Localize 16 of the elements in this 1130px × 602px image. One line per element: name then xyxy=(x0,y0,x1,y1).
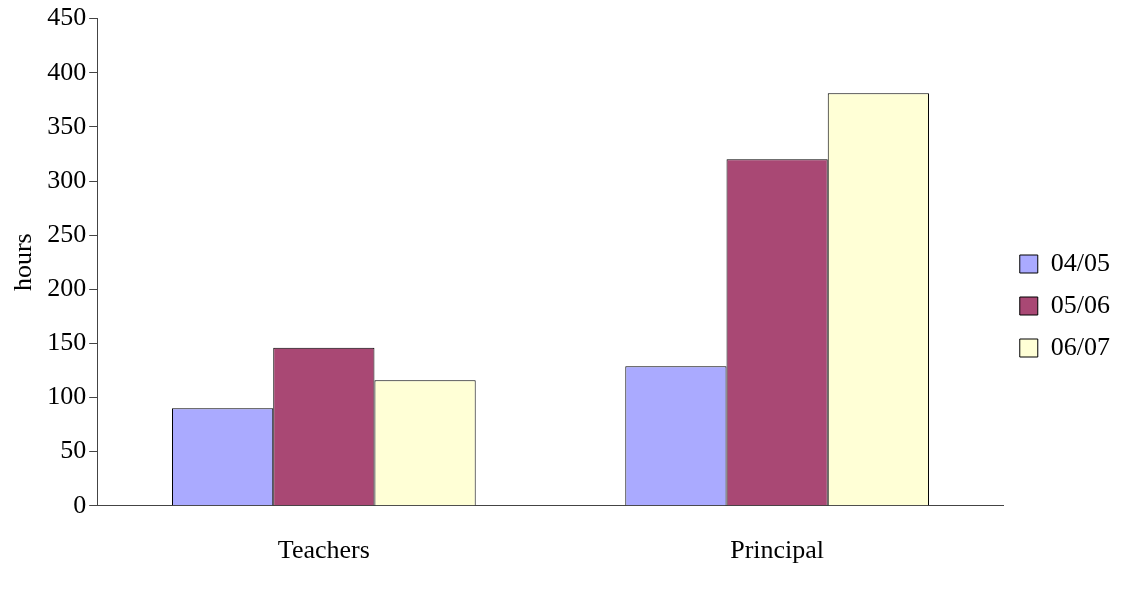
y-tick-label: 100 xyxy=(47,381,87,411)
y-tick-label: 150 xyxy=(47,327,87,357)
legend-label: 04/05 xyxy=(1050,247,1111,277)
y-tick-label: 300 xyxy=(47,164,87,194)
y-tick-label: 450 xyxy=(47,2,87,32)
x-tick-label: Principal xyxy=(730,535,825,565)
legend-label: 05/06 xyxy=(1050,289,1111,319)
y-tick-label: 400 xyxy=(47,56,87,86)
y-tick-label: 50 xyxy=(60,435,87,465)
y-tick-label: 0 xyxy=(73,489,87,519)
y-tick-label: 200 xyxy=(47,273,87,303)
x-tick-label: Teachers xyxy=(277,535,370,565)
y-tick-label: 350 xyxy=(47,110,87,140)
y-axis-title: hours xyxy=(8,233,38,292)
legend-label: 06/07 xyxy=(1050,331,1111,361)
y-tick-label: 250 xyxy=(47,218,87,248)
